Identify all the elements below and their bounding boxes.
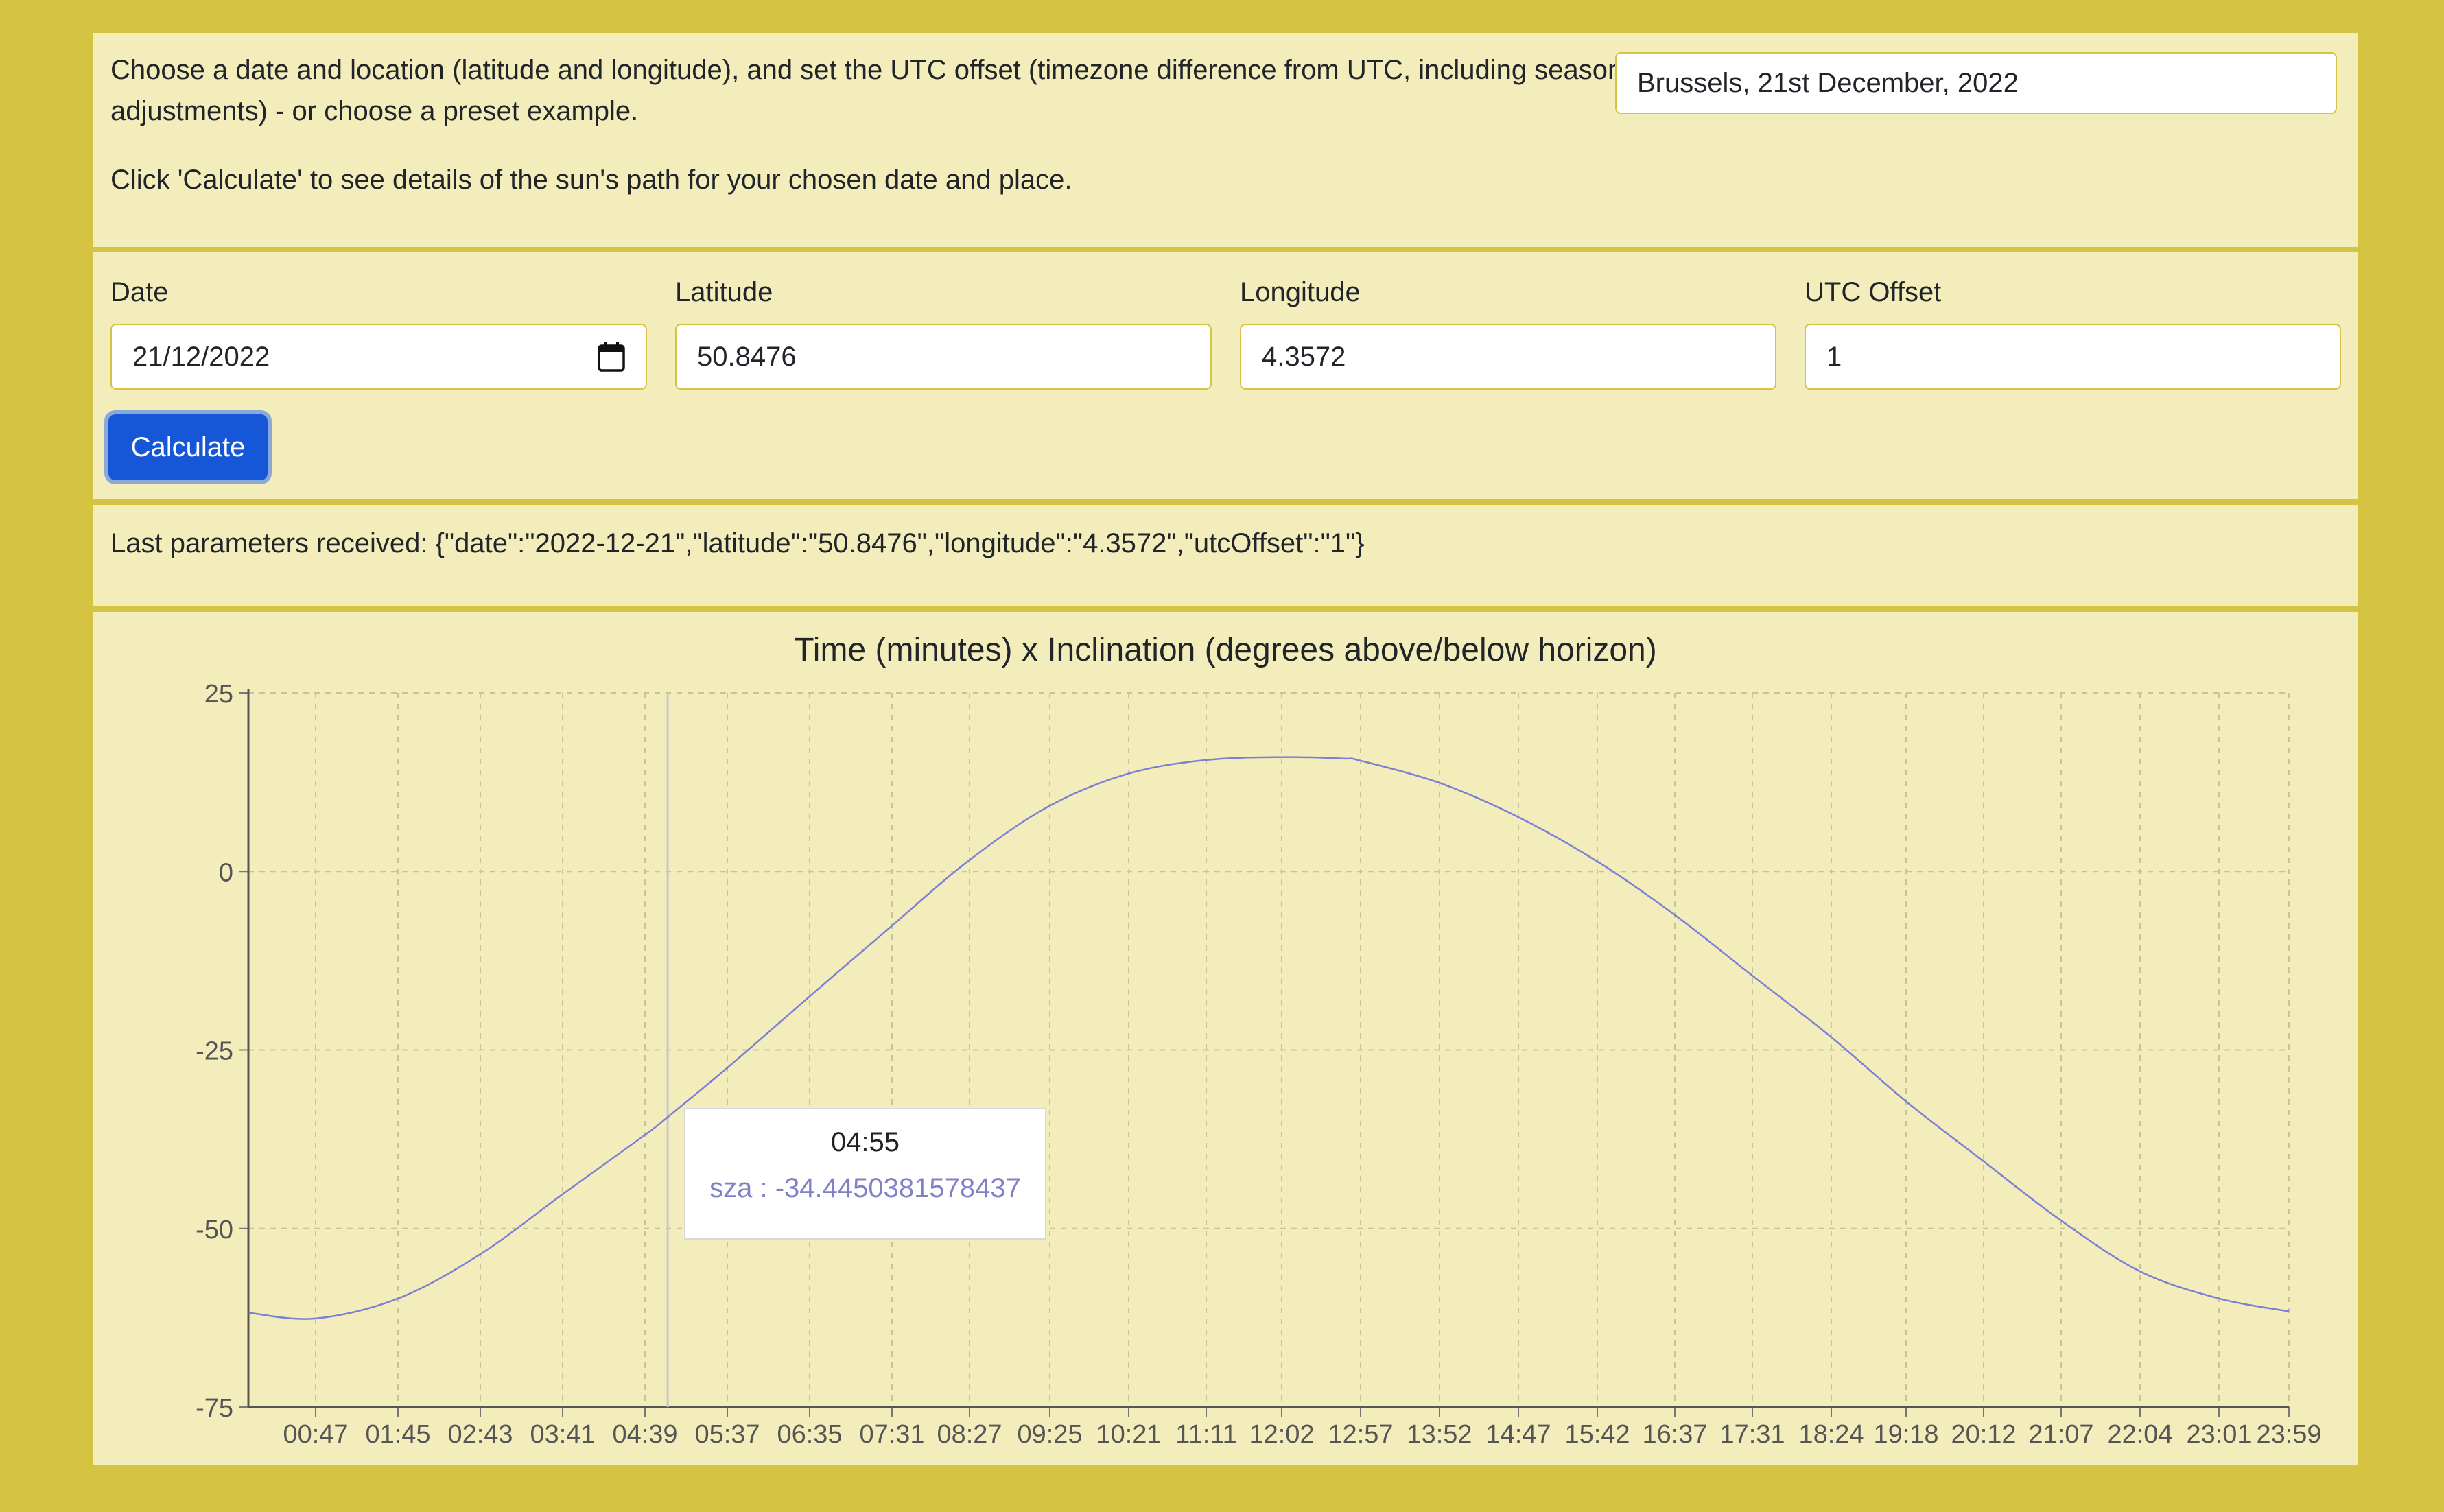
y-tick-label: 0 [219, 858, 233, 887]
instructions-text: Choose a date and location (latitude and… [110, 55, 1645, 126]
latitude-label: Latitude [675, 277, 773, 307]
y-tick-label: -75 [196, 1394, 233, 1423]
x-tick-label: 13:52 [1407, 1420, 1472, 1449]
y-tick-label: 25 [204, 680, 233, 709]
x-tick-label: 23:59 [2256, 1420, 2321, 1449]
date-label: Date [110, 277, 169, 307]
utc-offset-input[interactable]: 1 [1805, 324, 2341, 390]
last-parameters-text: Last parameters received: {"date":"2022-… [110, 528, 1365, 558]
x-tick-label: 21:07 [2028, 1420, 2093, 1449]
x-tick-label: 00:47 [283, 1420, 348, 1449]
x-tick-label: 01:45 [365, 1420, 430, 1449]
x-tick-label: 23:01 [2186, 1420, 2251, 1449]
preset-example-select[interactable]: Brussels, 21st December, 2022 [1615, 52, 2337, 114]
x-tick-label: 15:42 [1564, 1420, 1630, 1449]
chart-title: Time (minutes) x Inclination (degrees ab… [794, 632, 1657, 668]
x-tick-label: 17:31 [1719, 1420, 1785, 1449]
sun-path-chart[interactable]: 25 0 -25 -50 -75 00:47 01:45 02:43 03:41 04:39 05:… [93, 612, 2358, 1465]
latitude-input[interactable]: 50.8476 [675, 324, 1212, 390]
calculate-button[interactable]: Calculate [108, 414, 268, 480]
y-tick-label: -50 [196, 1216, 233, 1244]
tooltip-value: sza : -34.4450381578437 [709, 1173, 1021, 1203]
utc-offset-value: 1 [1826, 341, 1842, 372]
x-tick-label: 22:04 [2107, 1420, 2172, 1449]
longitude-label: Longitude [1240, 277, 1361, 307]
x-tick-label: 11:11 [1175, 1420, 1236, 1449]
x-tick-label: 09:25 [1017, 1420, 1082, 1449]
x-tick-label: 12:57 [1328, 1420, 1393, 1449]
x-tick-label: 04:39 [612, 1420, 677, 1449]
x-tick-label: 16:37 [1642, 1420, 1707, 1449]
preset-example-value: Brussels, 21st December, 2022 [1637, 67, 2019, 98]
x-tick-label: 18:24 [1798, 1420, 1864, 1449]
latitude-value: 50.8476 [697, 341, 797, 372]
longitude-value: 4.3572 [1262, 341, 1346, 372]
x-tick-label: 07:31 [859, 1420, 924, 1449]
parameters-form: Date 21/12/2022 Latitude 50.8476 Longitu… [93, 252, 2358, 499]
calendar-icon[interactable] [598, 342, 625, 372]
x-tick-label: 05:37 [694, 1420, 760, 1449]
x-tick-label: 02:43 [447, 1420, 513, 1449]
chart-tooltip: 04:55 sza : -34.4450381578437 [684, 1108, 1046, 1240]
x-tick-label: 20:12 [1951, 1420, 2016, 1449]
x-tick-label: 03:41 [530, 1420, 595, 1449]
instructions-calculate-hint: Click 'Calculate' to see details of the … [110, 165, 1072, 195]
sun-path-chart-panel: Time (minutes) x Inclination (degrees ab… [93, 612, 2358, 1465]
instructions-panel: Choose a date and location (latitude and… [93, 33, 2358, 247]
date-input[interactable]: 21/12/2022 [110, 324, 647, 390]
x-tick-label: 12:02 [1249, 1420, 1314, 1449]
utc-offset-label: UTC Offset [1805, 277, 1942, 307]
longitude-input[interactable]: 4.3572 [1240, 324, 1776, 390]
x-tick-label: 14:47 [1485, 1420, 1551, 1449]
x-tick-label: 08:27 [937, 1420, 1002, 1449]
y-tick-label: -25 [196, 1037, 233, 1066]
last-parameters-panel: Last parameters received: {"date":"2022-… [93, 505, 2358, 606]
x-tick-label: 19:18 [1873, 1420, 1938, 1449]
date-value: 21/12/2022 [132, 341, 270, 372]
tooltip-time: 04:55 [830, 1127, 900, 1157]
series-line-sza[interactable] [248, 756, 2290, 1320]
x-tick-label: 06:35 [777, 1420, 842, 1449]
instructions: Choose a date and location (latitude and… [110, 49, 1647, 200]
x-tick-label: 10:21 [1096, 1420, 1161, 1449]
